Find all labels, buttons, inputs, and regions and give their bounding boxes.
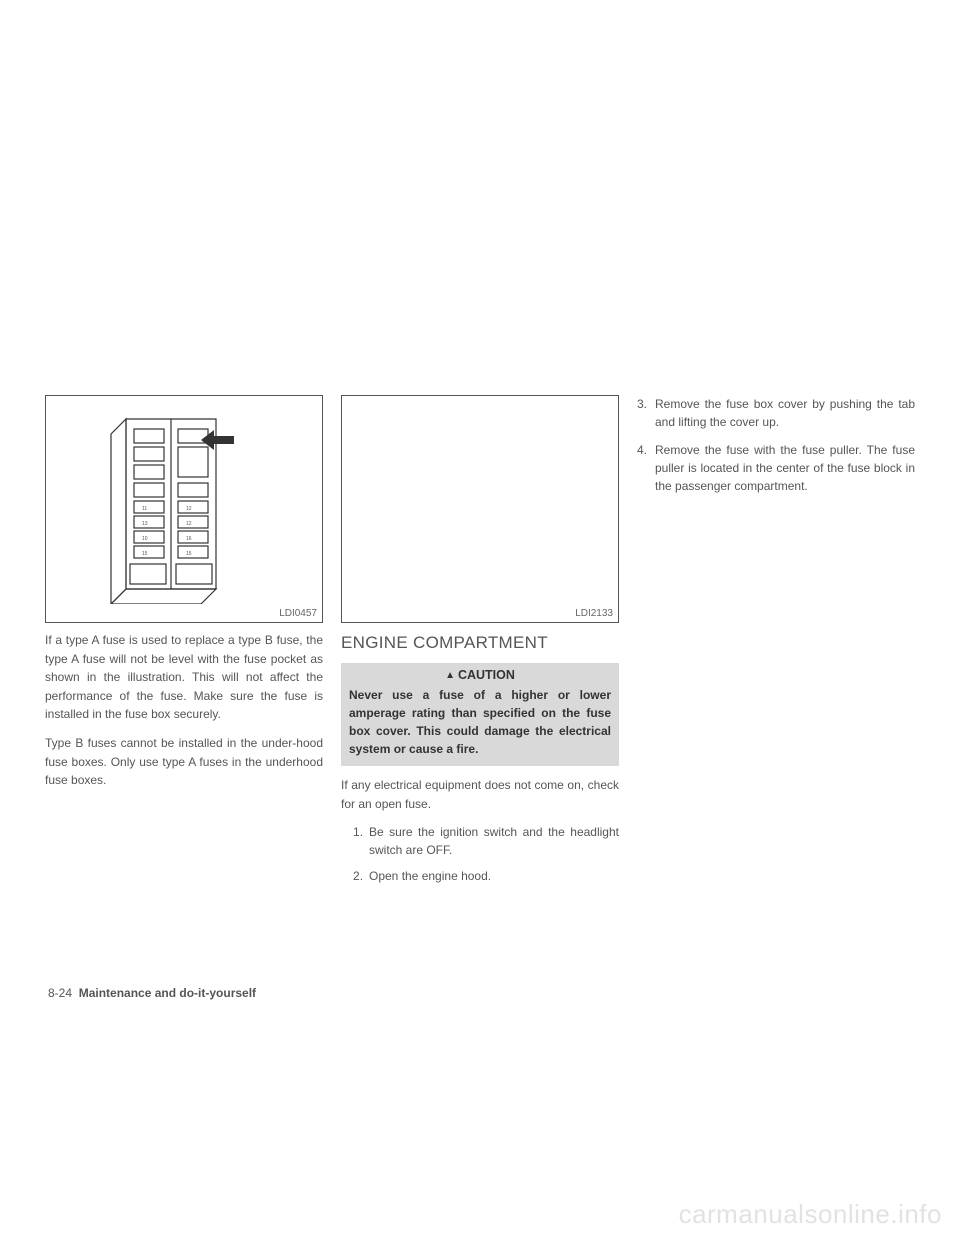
svg-text:16: 16 xyxy=(186,536,192,542)
step-1: Be sure the ignition switch and the head… xyxy=(355,823,619,859)
caution-body: Never use a fuse of a higher or lower am… xyxy=(341,686,619,766)
col1-paragraph-1: If a type A fuse is used to replace a ty… xyxy=(45,631,323,724)
col1-paragraph-2: Type B fuses cannot be installed in the … xyxy=(45,734,323,790)
fusebox-illustration: 11 13 10 15 12 12 16 15 xyxy=(106,414,236,604)
steps-list-1: Be sure the ignition switch and the head… xyxy=(341,823,619,893)
watermark: carmanualsonline.info xyxy=(679,1199,942,1230)
svg-text:12: 12 xyxy=(186,506,192,512)
step-2: Open the engine hood. xyxy=(355,867,619,885)
page-footer: 8-24 Maintenance and do-it-yourself xyxy=(48,986,256,1000)
svg-text:13: 13 xyxy=(142,521,148,527)
column-1: 11 13 10 15 12 12 16 15 LDI0457 If a typ… xyxy=(45,395,323,1242)
svg-text:15: 15 xyxy=(142,551,148,557)
figure-engine-compartment: LDI2133 xyxy=(341,395,619,623)
steps-list-2: 3. Remove the fuse box cover by pushing t… xyxy=(637,395,915,505)
step-3-num: 3. xyxy=(637,395,647,413)
step-4-text: Remove the fuse with the fuse puller. Th… xyxy=(655,443,915,493)
engine-compartment-heading: ENGINE COMPARTMENT xyxy=(341,633,619,653)
section-title: Maintenance and do-it-yourself xyxy=(79,986,256,1000)
svg-text:12: 12 xyxy=(186,521,192,527)
step-3: 3. Remove the fuse box cover by pushing t… xyxy=(637,395,915,431)
step-4: 4. Remove the fuse with the fuse puller. … xyxy=(637,441,915,495)
column-2: LDI2133 ENGINE COMPARTMENT CAUTION Never… xyxy=(341,395,619,1242)
content-area: 11 13 10 15 12 12 16 15 LDI0457 If a typ… xyxy=(45,395,915,1242)
figure-label-1: LDI0457 xyxy=(279,608,317,619)
page-number: 8-24 xyxy=(48,986,72,1000)
svg-text:10: 10 xyxy=(142,536,148,542)
svg-text:11: 11 xyxy=(142,506,147,512)
step-3-text: Remove the fuse box cover by pushing the… xyxy=(655,397,915,429)
figure-fusebox: 11 13 10 15 12 12 16 15 LDI0457 xyxy=(45,395,323,623)
step-4-num: 4. xyxy=(637,441,647,459)
figure-label-2: LDI2133 xyxy=(575,608,613,619)
caution-title: CAUTION xyxy=(341,663,619,686)
svg-text:15: 15 xyxy=(186,551,192,557)
caution-box: CAUTION Never use a fuse of a higher or … xyxy=(341,663,619,766)
col2-paragraph-1: If any electrical equipment does not com… xyxy=(341,776,619,813)
column-3: 3. Remove the fuse box cover by pushing t… xyxy=(637,395,915,1242)
